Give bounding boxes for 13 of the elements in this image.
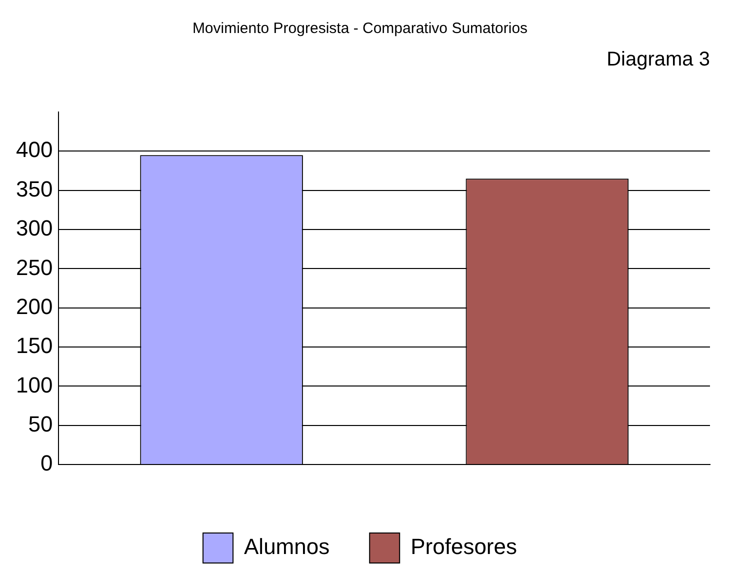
- y-tick-label: 200: [16, 294, 53, 319]
- y-tick-label: 50: [28, 411, 53, 436]
- legend-label: Profesores: [410, 534, 517, 560]
- y-tick-label: 100: [16, 372, 53, 398]
- chart-title: Movimiento Progresista - Comparativo Sumatorios: [192, 20, 528, 38]
- legend-label: Alumnos: [244, 534, 330, 560]
- chart-subtitle: Diagrama 3: [606, 48, 710, 71]
- y-tick-label: 350: [16, 176, 53, 202]
- y-tick-label: 400: [16, 137, 53, 162]
- y-tick-label: 250: [16, 254, 53, 280]
- y-tick-label: 0: [40, 450, 53, 476]
- y-tick-label: 300: [16, 216, 53, 241]
- y-tick-label: 150: [16, 333, 53, 358]
